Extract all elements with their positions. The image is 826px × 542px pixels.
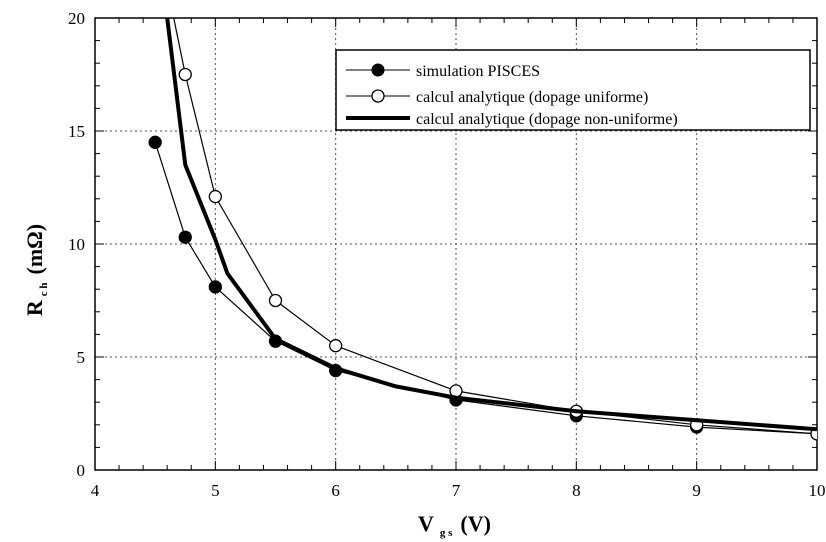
x-tick-label: 8 [572,481,581,500]
y-tick-label: 5 [77,348,86,367]
legend-entry-simulation: simulation PISCES [346,63,540,80]
y-axis-label-sub: c h [38,282,50,296]
series-line-0 [154,142,817,435]
tick-labels: 4 5 6 7 8 9 10 0 5 10 15 20 [68,9,826,500]
series-line-2 [165,18,817,432]
data-point-open [268,293,283,308]
y-tick-label: 10 [68,235,85,254]
tick-marks [94,17,818,471]
y-tick-label: 0 [77,461,86,480]
x-tick-label: 5 [211,481,220,500]
y-tick-label: 20 [68,9,85,28]
x-axis-label-main: V [418,511,434,536]
y-axis-label-main: R [22,299,47,316]
x-tick-label: 4 [91,481,100,500]
plot-frame [94,17,818,471]
data-point-filled [148,135,162,149]
data-point-open [329,339,343,353]
data-point-filled [178,230,192,244]
x-tick-label: 6 [331,481,340,500]
x-tick-label: 10 [809,481,826,500]
legend: simulation PISCES calcul analytique (dop… [335,49,811,131]
legend-entry-uniforme: calcul analytique (dopage uniforme) [346,89,648,106]
legend-entry-non-uniforme: calcul analytique (dopage non-uniforme) [346,111,678,128]
data-point-open [178,67,192,82]
legend-box [335,49,811,131]
x-axis-label-sub: g s [440,527,453,539]
y-axis-label: Rc h (mΩ) [22,224,50,316]
legend-label-simulation: simulation PISCES [416,63,540,80]
series-line-1 [173,18,817,435]
data-point-open [208,189,222,204]
legend-swatch-filled-marker [371,63,385,77]
series-group [148,18,817,441]
y-tick-label: 15 [68,122,85,141]
data-point-filled [208,280,222,294]
y-axis-label-unit: (mΩ) [22,224,47,275]
x-tick-label: 9 [692,481,701,500]
legend-label-non-uniforme: calcul analytique (dopage non-uniforme) [416,111,678,128]
legend-label-uniforme: calcul analytique (dopage uniforme) [416,89,648,106]
x-axis-label-unit: (V) [460,511,491,536]
legend-swatch-open-marker [371,89,385,103]
x-tick-label: 7 [452,481,461,500]
